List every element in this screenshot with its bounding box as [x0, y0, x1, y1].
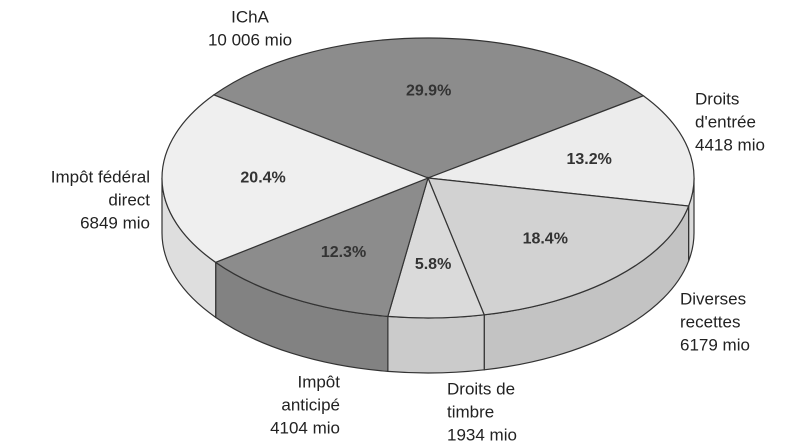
category-label: recettes: [680, 312, 740, 331]
category-label: Droits: [695, 89, 739, 108]
value-label: 13.2%: [567, 151, 612, 168]
amount-label: 4418 mio: [695, 135, 765, 154]
amount-label: 4104 mio: [270, 418, 340, 437]
category-label: Diverses: [680, 289, 746, 308]
category-label: d'entrée: [695, 112, 756, 131]
category-label: anticipé: [281, 395, 340, 414]
slice-side: [387, 314, 485, 374]
slice: [427, 177, 690, 316]
value-label: 12.3%: [321, 244, 366, 261]
amount-label: 10 006 mio: [208, 30, 292, 49]
category-label: timbre: [447, 402, 494, 421]
slice: [212, 37, 645, 179]
amount-label: 1934 mio: [447, 425, 517, 444]
category-label: Impôt: [297, 372, 340, 391]
slice: [161, 94, 430, 264]
value-label: 5.8%: [415, 256, 451, 273]
slice: [427, 95, 695, 207]
category-label: Droits de: [447, 379, 515, 398]
category-label: direct: [108, 190, 150, 209]
slice: [214, 176, 429, 318]
value-label: 29.9%: [406, 82, 451, 99]
amount-label: 6179 mio: [680, 335, 750, 354]
amount-label: 6849 mio: [80, 213, 150, 232]
category-label: Impôt fédéral: [51, 167, 150, 186]
category-label: IChA: [231, 7, 269, 26]
value-label: 20.4%: [240, 170, 285, 187]
value-label: 18.4%: [523, 230, 568, 247]
